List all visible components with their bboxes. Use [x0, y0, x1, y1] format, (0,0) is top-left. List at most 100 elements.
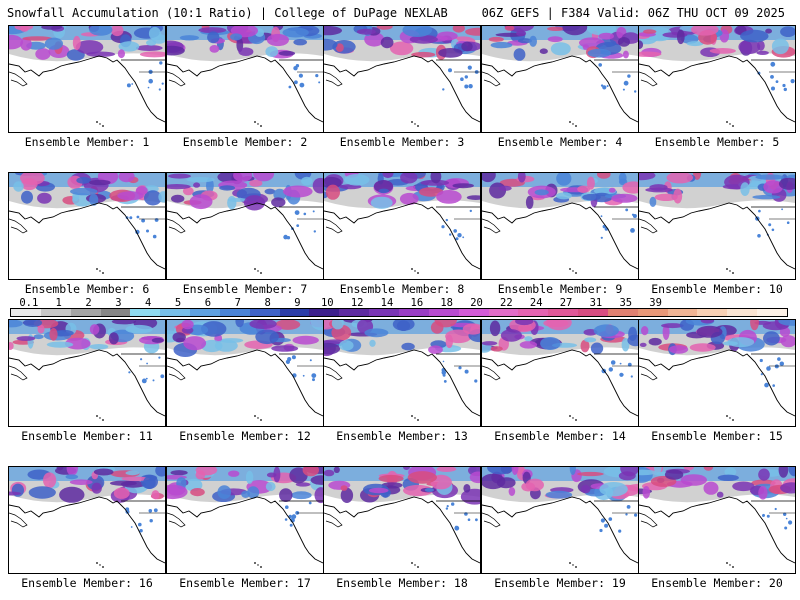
ensemble-member-label: Ensemble Member: 17 — [179, 576, 311, 590]
ensemble-member-label: Ensemble Member: 3 — [339, 135, 465, 149]
ensemble-panel: Ensemble Member: 9 — [481, 172, 639, 302]
map-graphic — [482, 26, 638, 127]
map-graphic — [324, 26, 480, 127]
colorbar-tick-label: 16 — [410, 297, 424, 309]
map-graphic — [482, 467, 638, 568]
colorbar-swatch — [398, 309, 429, 316]
colorbar-swatch — [578, 309, 608, 316]
colorbar-tick-label: 5 — [174, 297, 182, 309]
ensemble-panel: Ensemble Member: 19 — [481, 466, 639, 596]
colorbar-tick-label: 14 — [380, 297, 394, 309]
ensemble-panel: Ensemble Member: 10 — [638, 172, 796, 302]
map-graphic — [9, 26, 165, 127]
ensemble-panel: Ensemble Member: 3 — [323, 25, 481, 155]
snowfall-map — [8, 319, 166, 427]
map-graphic — [639, 173, 795, 274]
colorbar-swatch — [727, 309, 758, 316]
map-graphic — [324, 173, 480, 274]
snowfall-map — [166, 172, 324, 280]
ensemble-panel: Ensemble Member: 7 — [166, 172, 324, 302]
ensemble-panel: Ensemble Member: 8 — [323, 172, 481, 302]
snowfall-map — [8, 172, 166, 280]
colorbar-swatch — [249, 309, 280, 316]
colorbar-tick-label: 9 — [294, 297, 301, 309]
ensemble-member-label: Ensemble Member: 6 — [24, 282, 150, 296]
ensemble-member-label: Ensemble Member: 5 — [654, 135, 780, 149]
ensemble-panel: Ensemble Member: 5 — [638, 25, 796, 155]
ensemble-member-label: Ensemble Member: 15 — [651, 429, 783, 443]
colorbar-tick-label: 24 — [529, 297, 543, 309]
ensemble-panel: Ensemble Member: 20 — [638, 466, 796, 596]
colorbar-swatch — [279, 309, 310, 316]
colorbar-swatch — [757, 309, 787, 316]
snowfall-map — [323, 466, 481, 574]
map-graphic — [639, 467, 795, 568]
colorbar-swatch — [518, 309, 549, 316]
snowfall-map — [166, 25, 324, 133]
ensemble-panel: Ensemble Member: 17 — [166, 466, 324, 596]
header: Snowfall Accumulation (10:1 Ratio) | Col… — [0, 0, 800, 22]
ensemble-panel: Ensemble Member: 14 — [481, 319, 639, 449]
snowfall-map — [638, 466, 796, 574]
colorbar-swatch — [369, 309, 399, 316]
ensemble-member-label: Ensemble Member: 9 — [497, 282, 623, 296]
colorbar-swatch — [637, 309, 668, 316]
colorbar-tick-label: 31 — [589, 297, 603, 309]
ensemble-panel: Ensemble Member: 15 — [638, 319, 796, 449]
ensemble-member-label: Ensemble Member: 19 — [494, 576, 626, 590]
map-graphic — [167, 26, 323, 127]
ensemble-panel: Ensemble Member: 2 — [166, 25, 324, 155]
ensemble-panel: Ensemble Member: 12 — [166, 319, 324, 449]
snowfall-map — [166, 319, 324, 427]
colorbar-swatch — [130, 309, 161, 316]
colorbar-swatches — [10, 308, 788, 317]
ensemble-panel: Ensemble Member: 13 — [323, 319, 481, 449]
colorbar-tick-label: 18 — [440, 297, 454, 309]
snowfall-map — [323, 25, 481, 133]
colorbar-tick-label: 3 — [115, 297, 122, 309]
colorbar-swatch — [548, 309, 579, 316]
ensemble-panel: Ensemble Member: 1 — [8, 25, 166, 155]
colorbar-tick-label: 20 — [470, 297, 483, 309]
snowfall-map — [481, 466, 639, 574]
colorbar-swatch — [607, 309, 638, 316]
map-graphic — [639, 320, 795, 421]
map-graphic — [482, 173, 638, 274]
colorbar-tick-label: 27 — [559, 297, 573, 309]
colorbar-tick-label: 2 — [85, 297, 92, 309]
map-graphic — [639, 26, 795, 127]
colorbar-swatch — [428, 309, 459, 316]
map-graphic — [167, 173, 323, 274]
colorbar-swatch — [697, 309, 728, 316]
ensemble-member-label: Ensemble Member: 13 — [336, 429, 468, 443]
snowfall-map — [323, 319, 481, 427]
colorbar-swatch — [70, 309, 101, 316]
colorbar-tick-label: 1 — [55, 297, 62, 309]
ensemble-panel: Ensemble Member: 16 — [8, 466, 166, 596]
colorbar-tick-label: 0.1 — [19, 297, 39, 309]
colorbar-tick-label: 7 — [234, 297, 241, 309]
map-graphic — [9, 173, 165, 274]
ensemble-panel: Ensemble Member: 18 — [323, 466, 481, 596]
map-graphic — [482, 320, 638, 421]
map-graphic — [167, 467, 323, 568]
colorbar-tick-label: 4 — [145, 297, 152, 309]
ensemble-member-label: Ensemble Member: 16 — [21, 576, 153, 590]
ensemble-member-label: Ensemble Member: 12 — [179, 429, 311, 443]
ensemble-member-label: Ensemble Member: 14 — [494, 429, 626, 443]
ensemble-member-label: Ensemble Member: 10 — [651, 282, 783, 296]
colorbar-tick-label: 39 — [649, 297, 662, 309]
map-graphic — [324, 320, 480, 421]
colorbar-tick-label: 8 — [264, 297, 271, 309]
colorbar-tick-label: 10 — [320, 297, 334, 309]
colorbar-swatch — [667, 309, 698, 316]
snowfall-map — [8, 466, 166, 574]
snowfall-map — [638, 172, 796, 280]
map-graphic — [324, 467, 480, 568]
colorbar-tick-label: 12 — [350, 297, 364, 309]
snowfall-map — [481, 25, 639, 133]
snowfall-map — [323, 172, 481, 280]
page-title: Snowfall Accumulation (10:1 Ratio) | Col… — [7, 6, 448, 20]
snowfall-map — [638, 25, 796, 133]
colorbar-swatch — [458, 309, 489, 316]
